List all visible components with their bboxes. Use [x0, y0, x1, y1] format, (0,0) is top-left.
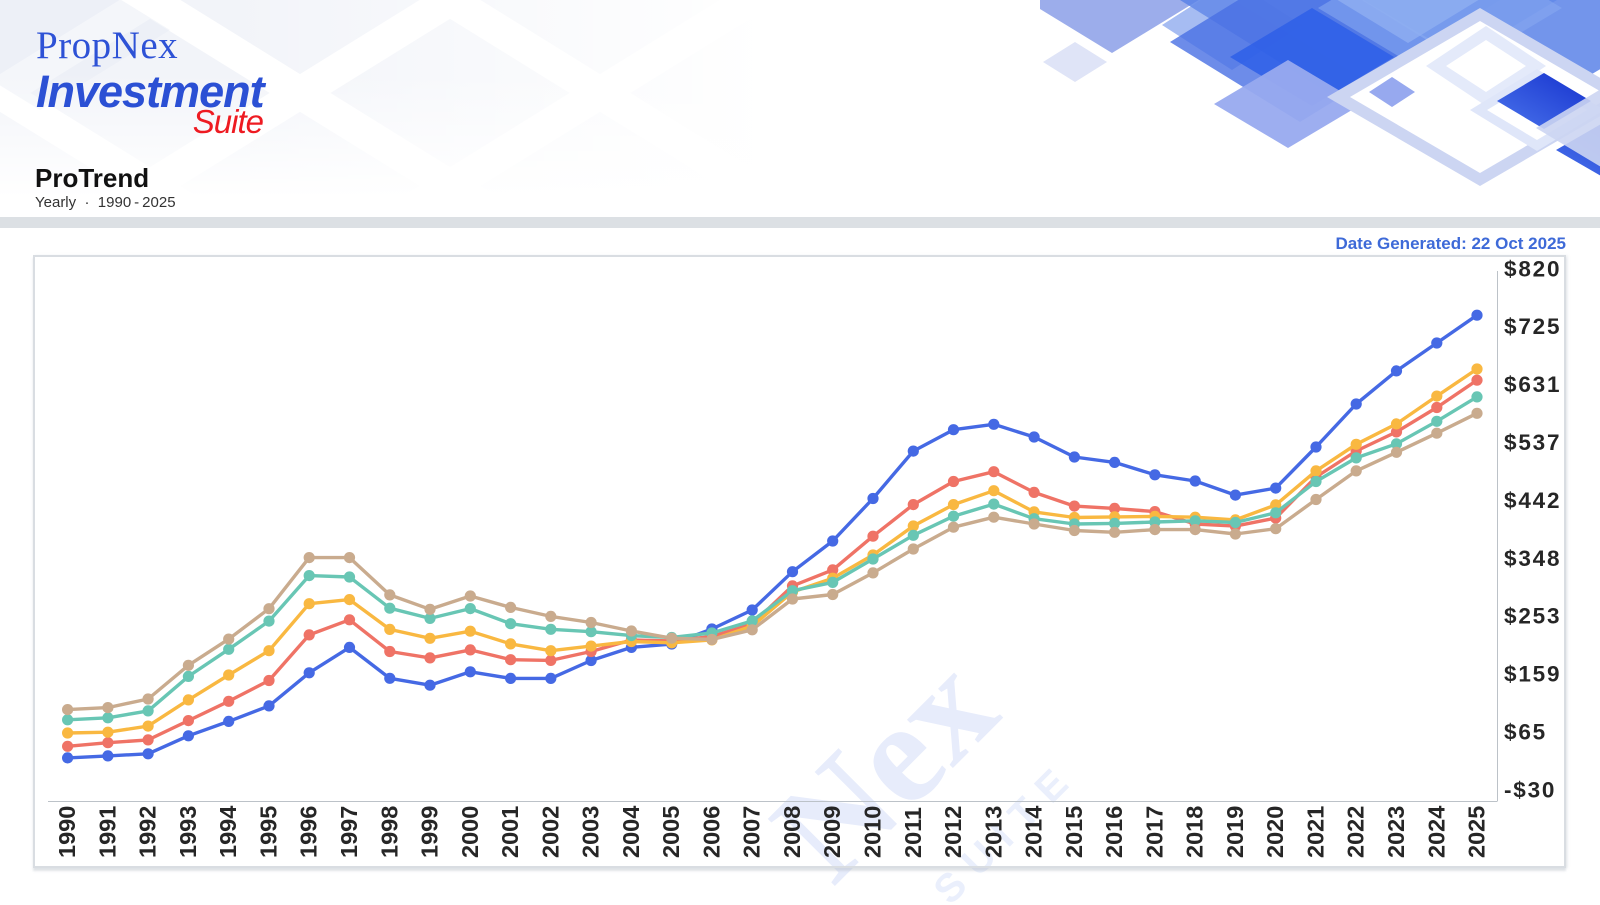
svg-text:2008: 2008	[779, 806, 805, 858]
svg-text:$537: $537	[1504, 430, 1561, 455]
svg-text:2020: 2020	[1262, 806, 1288, 858]
svg-text:2021: 2021	[1303, 806, 1329, 858]
svg-text:$820: $820	[1504, 256, 1561, 281]
svg-text:2016: 2016	[1101, 806, 1127, 858]
svg-text:2005: 2005	[658, 806, 684, 858]
svg-text:2012: 2012	[940, 806, 966, 858]
svg-text:$253: $253	[1504, 604, 1561, 629]
svg-text:2025: 2025	[1464, 806, 1490, 858]
svg-text:1996: 1996	[296, 806, 322, 858]
svg-text:2000: 2000	[457, 806, 483, 858]
svg-text:$159: $159	[1504, 662, 1561, 687]
svg-text:1990: 1990	[54, 806, 80, 858]
svg-text:$631: $631	[1504, 372, 1561, 397]
svg-text:2024: 2024	[1423, 806, 1449, 858]
svg-text:2010: 2010	[860, 806, 886, 858]
svg-text:2001: 2001	[497, 806, 523, 858]
svg-text:1995: 1995	[256, 806, 282, 858]
svg-text:1994: 1994	[215, 806, 241, 858]
svg-text:1999: 1999	[417, 806, 443, 858]
svg-text:$725: $725	[1504, 314, 1561, 339]
svg-text:2009: 2009	[819, 806, 845, 858]
svg-text:1998: 1998	[376, 806, 402, 858]
svg-text:1997: 1997	[336, 806, 362, 858]
svg-text:$442: $442	[1504, 488, 1561, 513]
svg-text:2022: 2022	[1343, 806, 1369, 858]
svg-text:2023: 2023	[1383, 806, 1409, 858]
svg-text:2014: 2014	[1021, 806, 1047, 858]
svg-text:2017: 2017	[1141, 806, 1167, 858]
svg-text:2006: 2006	[698, 806, 724, 858]
svg-text:2018: 2018	[1182, 806, 1208, 858]
svg-text:$65: $65	[1504, 720, 1547, 745]
svg-text:2011: 2011	[900, 807, 926, 858]
svg-text:2015: 2015	[1061, 806, 1087, 858]
svg-text:2007: 2007	[739, 806, 765, 858]
svg-text:$348: $348	[1504, 546, 1561, 571]
svg-text:2002: 2002	[537, 806, 563, 858]
svg-text:1992: 1992	[135, 806, 161, 858]
svg-text:-$30: -$30	[1504, 777, 1556, 802]
svg-text:2013: 2013	[980, 806, 1006, 858]
svg-text:2019: 2019	[1222, 806, 1248, 858]
svg-text:1991: 1991	[94, 806, 120, 858]
svg-text:2004: 2004	[618, 806, 644, 858]
svg-text:1993: 1993	[175, 806, 201, 858]
svg-text:2003: 2003	[578, 806, 604, 858]
